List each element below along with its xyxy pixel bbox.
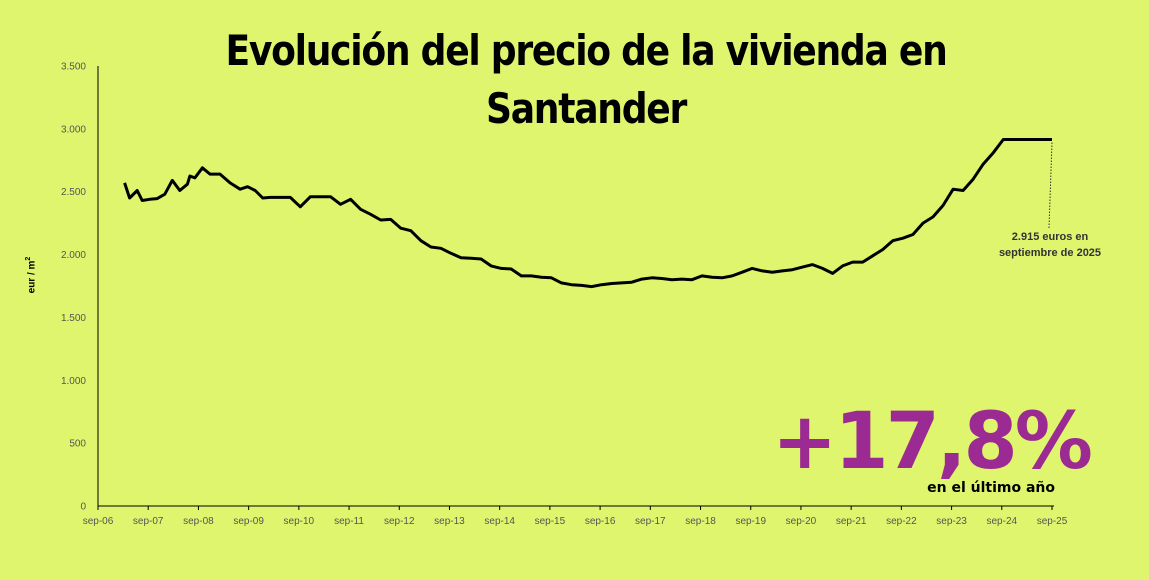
chart-title-line1: Evolución del precio de la vivienda en (225, 26, 947, 75)
x-tick-label: sep-15 (535, 516, 566, 527)
y-tick-label: 3.000 (61, 124, 86, 135)
x-tick-label: sep-23 (936, 516, 967, 527)
x-tick-label: sep-17 (635, 516, 666, 527)
y-tick-label: 0 (80, 502, 86, 513)
y-axis-ticks: 0 500 1.000 1.500 2.000 2.500 3.000 3.500 (61, 62, 86, 513)
x-tick-label: sep-12 (384, 516, 415, 527)
x-tick-label: sep-09 (233, 516, 264, 527)
chart-title: Evolución del precio de la vivienda en S… (82, 22, 1090, 138)
y-tick-label: 3.500 (61, 62, 86, 73)
annotation-line2: septiembre de 2025 (998, 247, 1102, 259)
y-tick-label: 2.000 (61, 250, 86, 261)
x-tick-label: sep-25 (1037, 516, 1068, 527)
x-tick-label: sep-19 (735, 516, 766, 527)
x-tick-label: sep-24 (987, 516, 1018, 527)
x-tick-label: sep-21 (836, 516, 867, 527)
y-tick-label: 2.500 (61, 187, 86, 198)
x-tick-label: sep-20 (786, 516, 817, 527)
x-tick-label: sep-22 (886, 516, 917, 527)
x-tick-label: sep-07 (133, 516, 164, 527)
x-tick-label: sep-13 (434, 516, 465, 527)
annotation-leader-line (1048, 141, 1053, 229)
x-tick-label: sep-08 (183, 516, 214, 527)
x-tick-label: sep-18 (685, 516, 716, 527)
y-tick-label: 500 (69, 439, 86, 450)
yearly-change-caption: en el último año (927, 480, 1055, 496)
x-tick-label: sep-16 (585, 516, 616, 527)
yearly-change-value: +17,8% (772, 397, 1093, 487)
x-tick-label: sep-14 (484, 516, 515, 527)
x-tick-label: sep-11 (334, 516, 364, 527)
annotation-line1: 2.915 euros en (1011, 231, 1089, 243)
chart-title-line2: Santander (485, 84, 687, 133)
x-axis-ticks: sep-06 sep-07 sep-08 sep-09 sep-10 sep-11 sep-… (83, 506, 1068, 527)
end-value-annotation: 2.915 euros en septiembre de 2025 (980, 229, 1120, 261)
y-tick-label: 1.000 (61, 376, 86, 387)
price-line (123, 138, 1052, 289)
y-tick-label: 1.500 (61, 313, 86, 324)
x-tick-label: sep-06 (83, 516, 114, 527)
x-tick-label: sep-10 (284, 516, 315, 527)
